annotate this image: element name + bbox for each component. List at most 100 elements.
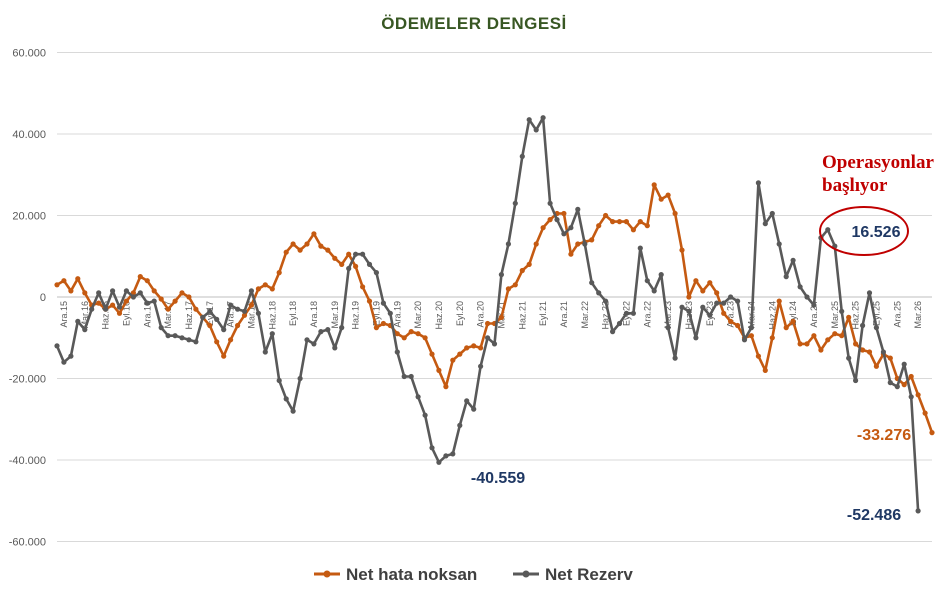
- data-point: [679, 247, 685, 253]
- x-tick-label: Mar.17: [163, 301, 173, 329]
- data-point: [721, 300, 727, 306]
- x-tick-label: Mar.23: [663, 301, 673, 329]
- data-point: [123, 298, 129, 304]
- data-point: [325, 247, 331, 253]
- data-point: [491, 341, 498, 347]
- data-point: [450, 357, 456, 363]
- annotation-min-reserve-2020: -40.559: [471, 470, 525, 487]
- data-point: [526, 261, 532, 267]
- x-tick-label: Eyl.25: [871, 301, 881, 326]
- x-tick-label: Ara.22: [642, 301, 652, 328]
- y-tick-label: 20.000: [12, 211, 46, 223]
- data-point: [394, 331, 400, 337]
- data-point: [241, 308, 248, 314]
- data-point: [276, 270, 282, 276]
- data-point: [290, 241, 296, 247]
- data-point: [193, 306, 199, 312]
- data-point: [512, 282, 518, 288]
- data-point: [116, 304, 123, 310]
- legend-item-net-hata-noksan: Net hata noksan: [314, 565, 477, 584]
- data-point: [248, 302, 254, 308]
- data-point: [512, 200, 518, 206]
- data-point: [130, 294, 136, 300]
- data-point: [68, 288, 74, 294]
- y-tick-label: -60.000: [9, 537, 46, 549]
- data-point: [311, 341, 317, 347]
- x-tick-label: Ara.17: [226, 301, 236, 328]
- data-point: [318, 329, 324, 335]
- data-point: [894, 384, 900, 390]
- data-point: [269, 286, 275, 292]
- data-point: [408, 373, 414, 380]
- data-point: [589, 237, 595, 243]
- data-point: [311, 231, 317, 237]
- data-point: [707, 312, 713, 318]
- data-point: [110, 302, 116, 308]
- y-tick-label: 0: [40, 292, 46, 304]
- data-point: [603, 298, 609, 304]
- data-point: [283, 396, 289, 402]
- x-tick-label: Mar.25: [830, 301, 840, 329]
- data-point: [714, 290, 720, 296]
- data-point: [151, 298, 157, 304]
- data-point: [658, 196, 664, 202]
- x-tick-label: Eyl.18: [288, 301, 298, 326]
- data-point: [464, 345, 470, 351]
- chart-title: ÖDEMELER DENGESİ: [381, 14, 567, 33]
- data-point: [214, 339, 220, 345]
- data-point: [207, 322, 213, 329]
- data-point: [616, 219, 623, 225]
- data-point: [540, 225, 546, 231]
- x-tick-label: Ara.19: [392, 301, 402, 328]
- data-point: [561, 231, 567, 237]
- data-point: [110, 288, 116, 294]
- data-point: [172, 298, 178, 304]
- data-point: [179, 335, 185, 341]
- data-point: [144, 278, 150, 284]
- data-point: [276, 377, 282, 384]
- data-point: [908, 373, 914, 380]
- data-point: [728, 294, 734, 300]
- data-point: [582, 241, 588, 247]
- data-point: [728, 318, 734, 324]
- data-point: [860, 322, 866, 329]
- annotation-last-net-error: -33.276: [857, 427, 911, 444]
- data-point: [450, 451, 456, 457]
- data-point: [665, 192, 671, 198]
- data-point: [769, 210, 775, 217]
- data-point: [735, 298, 741, 304]
- data-point: [339, 325, 345, 331]
- data-point: [221, 327, 227, 333]
- data-point: [283, 249, 289, 255]
- data-point: [922, 410, 928, 416]
- data-point: [880, 349, 887, 355]
- data-point: [137, 274, 143, 280]
- x-tick-label: Eyl.16: [121, 301, 131, 326]
- data-point: [839, 308, 845, 314]
- data-point: [519, 153, 525, 159]
- data-point: [540, 115, 546, 121]
- data-point: [693, 335, 699, 341]
- data-point: [325, 327, 331, 333]
- data-point: [485, 335, 491, 341]
- data-point: [200, 314, 206, 320]
- data-point: [693, 278, 699, 284]
- data-point: [116, 310, 123, 316]
- data-point: [172, 333, 178, 339]
- data-point: [672, 355, 678, 361]
- data-point: [422, 335, 428, 341]
- data-point: [790, 257, 796, 263]
- x-tick-label: Ara.20: [476, 301, 486, 328]
- highlight-ellipse: [819, 206, 909, 256]
- data-point: [825, 337, 831, 343]
- data-point: [811, 333, 817, 339]
- data-point: [228, 337, 234, 343]
- data-point: [103, 306, 109, 312]
- data-point: [318, 243, 324, 249]
- x-tick-label: Ara.25: [892, 301, 902, 328]
- data-point: [304, 337, 310, 343]
- data-point: [547, 200, 553, 206]
- data-point: [207, 308, 213, 314]
- data-point: [769, 335, 775, 341]
- data-point: [651, 288, 657, 294]
